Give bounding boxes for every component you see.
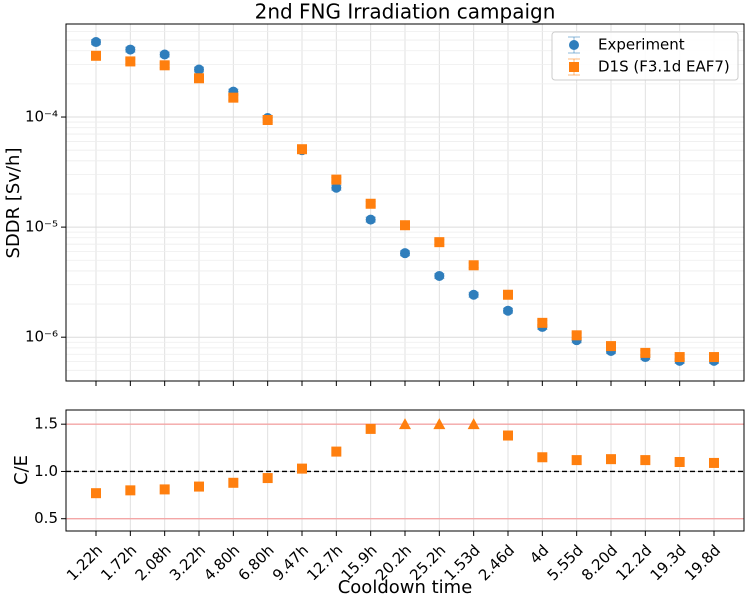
legend-marker [569,62,579,72]
x-tick-label: 6.80h [235,541,278,584]
data-point [159,49,170,60]
data-point [297,144,308,155]
data-point [297,463,308,474]
data-point [194,73,205,84]
data-point [708,457,719,468]
data-point [194,481,205,492]
x-tick-label: 5.55d [544,541,587,584]
data-point [674,456,685,467]
data-point [262,473,273,484]
data-point [605,454,616,465]
x-tick-label: 8.20d [578,541,621,584]
data-point [125,485,136,496]
data-point [640,455,651,466]
data-point [331,446,342,457]
data-point [571,330,582,341]
x-tick-label: 2.08h [132,541,175,584]
data-point [400,248,410,259]
data-point [467,418,480,430]
data-point [91,50,102,61]
data-point [159,60,170,71]
legend-label: Experiment [598,36,685,54]
data-point [468,289,479,300]
data-point [125,44,136,55]
chart-title: 2nd FNG Irradiation campaign [255,0,556,24]
x-tick-label: 12.2d [612,541,655,584]
data-point [194,64,205,75]
data-point [640,347,651,358]
data-point [468,260,479,271]
data-point [571,455,582,466]
x-tick-label: 2.46d [475,541,518,584]
data-point [331,174,342,185]
data-point [400,220,410,231]
data-point [502,305,513,316]
data-point [228,477,239,488]
data-point [433,418,446,430]
data-point [605,341,616,352]
data-point [537,452,548,463]
data-point [434,270,445,281]
data-point [365,214,376,225]
data-point [331,182,342,193]
y-tick-label: 10⁻⁴ [25,108,58,126]
x-tick-label: 9.47h [269,541,312,584]
y-tick-label: 1.0 [34,462,58,480]
legend-marker [569,40,579,50]
x-tick-label: 4d [526,541,552,567]
x-tick-label: 19.8d [681,541,724,584]
data-point [365,423,376,434]
data-point [399,418,411,430]
data-point [91,488,102,499]
data-point [125,56,136,67]
legend-box [551,31,739,81]
data-point [91,37,102,48]
x-tick-label: 1.72h [97,541,140,584]
data-point [502,430,513,441]
x-tick-label: 3.22h [166,541,209,584]
x-tick-label: 19.3d [647,541,690,584]
data-point [228,92,239,103]
y-axis-label: SDDR [Sv/h] [3,148,24,259]
y-tick-label: 10⁻⁵ [25,218,58,236]
x-axis-label: Cooldown time [338,577,473,598]
x-tick-label: 4.80h [200,541,243,584]
data-point [674,352,685,363]
y-tick-label: 0.5 [34,509,58,527]
y-tick-label: 10⁻⁶ [25,328,58,346]
y-tick-label: 1.5 [34,415,58,433]
data-point [502,289,513,300]
y-axis-label: C/E [11,455,32,485]
data-point [537,317,548,328]
legend-label: D1S (F3.1d EAF7) [598,58,730,76]
data-point [708,352,719,363]
plot-frame [65,409,745,532]
data-point [434,237,445,248]
data-point [262,114,273,125]
data-point [365,198,376,209]
plot-frame [65,23,745,382]
x-tick-label: 1.22h [63,541,106,584]
data-point [159,484,170,495]
